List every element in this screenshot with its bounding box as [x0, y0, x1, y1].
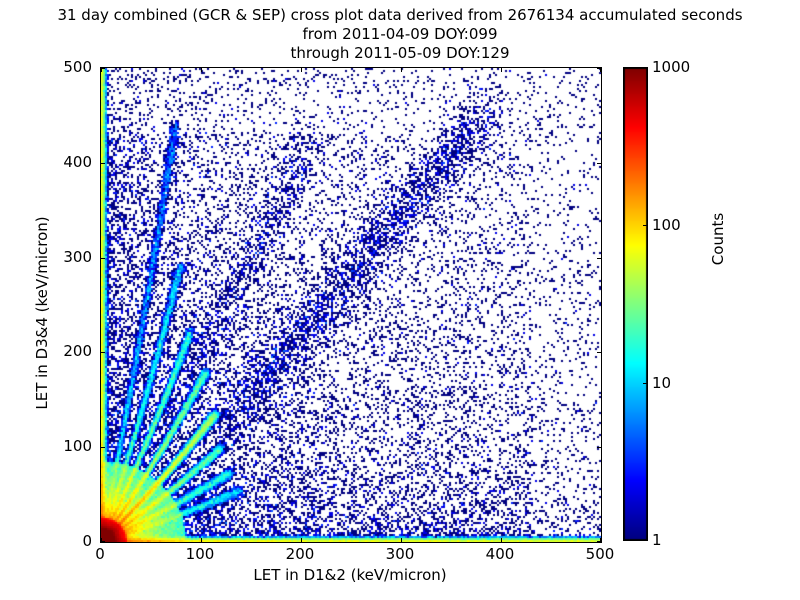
y-tick-right [597, 68, 601, 69]
y-tick-label: 0 [82, 532, 92, 550]
y-tick-right [597, 447, 601, 449]
x-tick-label: 0 [95, 545, 105, 563]
x-tick-top [101, 68, 102, 72]
x-tick-label: 500 [585, 545, 615, 563]
x-tick-label: 400 [485, 545, 515, 563]
colorbar-tick-label: 1 [652, 531, 662, 549]
x-tick-top [600, 68, 601, 72]
colorbar [623, 67, 648, 541]
x-tick-top [501, 68, 502, 72]
y-tick-right [597, 257, 601, 259]
x-tick-label: 200 [285, 545, 315, 563]
y-axis-label: LET in D3&4 (keV/micron) [33, 216, 51, 410]
chart-title-line-3: through 2011-05-09 DOY:129 [290, 44, 510, 62]
x-tick-bottom [101, 538, 102, 542]
x-tick-top [401, 68, 402, 72]
chart-title-line-1: 31 day combined (GCR & SEP) cross plot d… [57, 6, 743, 24]
colorbar-tick-label: 1000 [652, 58, 691, 76]
y-tick-label: 200 [63, 342, 92, 361]
colorbar-tick-label: 100 [652, 216, 681, 234]
x-tick-bottom [600, 538, 601, 542]
y-tick-right [597, 352, 601, 354]
plot-area [100, 67, 602, 543]
y-tick-left [101, 68, 105, 69]
colorbar-label: Counts [709, 212, 727, 266]
y-tick-label: 500 [63, 58, 92, 76]
x-tick-bottom [301, 538, 302, 542]
x-tick-label: 300 [385, 545, 415, 563]
y-tick-left [101, 257, 105, 259]
colorbar-tick [643, 225, 648, 226]
y-tick-left [101, 352, 105, 354]
chart-title: 31 day combined (GCR & SEP) cross plot d… [0, 6, 800, 63]
y-tick-left [101, 162, 105, 164]
x-tick-top [201, 68, 202, 72]
x-tick-bottom [501, 538, 502, 542]
y-tick-label: 100 [63, 437, 92, 456]
y-tick-right [597, 541, 601, 542]
chart-title-line-2: from 2011-04-09 DOY:099 [302, 25, 498, 43]
colorbar-gradient [623, 67, 648, 541]
heatmap-canvas [101, 68, 601, 542]
y-tick-right [597, 162, 601, 164]
x-tick-label: 100 [185, 545, 215, 563]
x-tick-top [301, 68, 302, 72]
x-tick-bottom [401, 538, 402, 542]
colorbar-tick-label: 10 [652, 374, 672, 392]
y-tick-left [101, 447, 105, 449]
x-axis-label: LET in D1&2 (keV/micron) [253, 566, 447, 584]
y-tick-label: 300 [63, 247, 92, 266]
y-tick-left [101, 541, 105, 542]
colorbar-tick [643, 383, 648, 384]
y-tick-label: 400 [63, 152, 92, 171]
x-tick-bottom [201, 538, 202, 542]
